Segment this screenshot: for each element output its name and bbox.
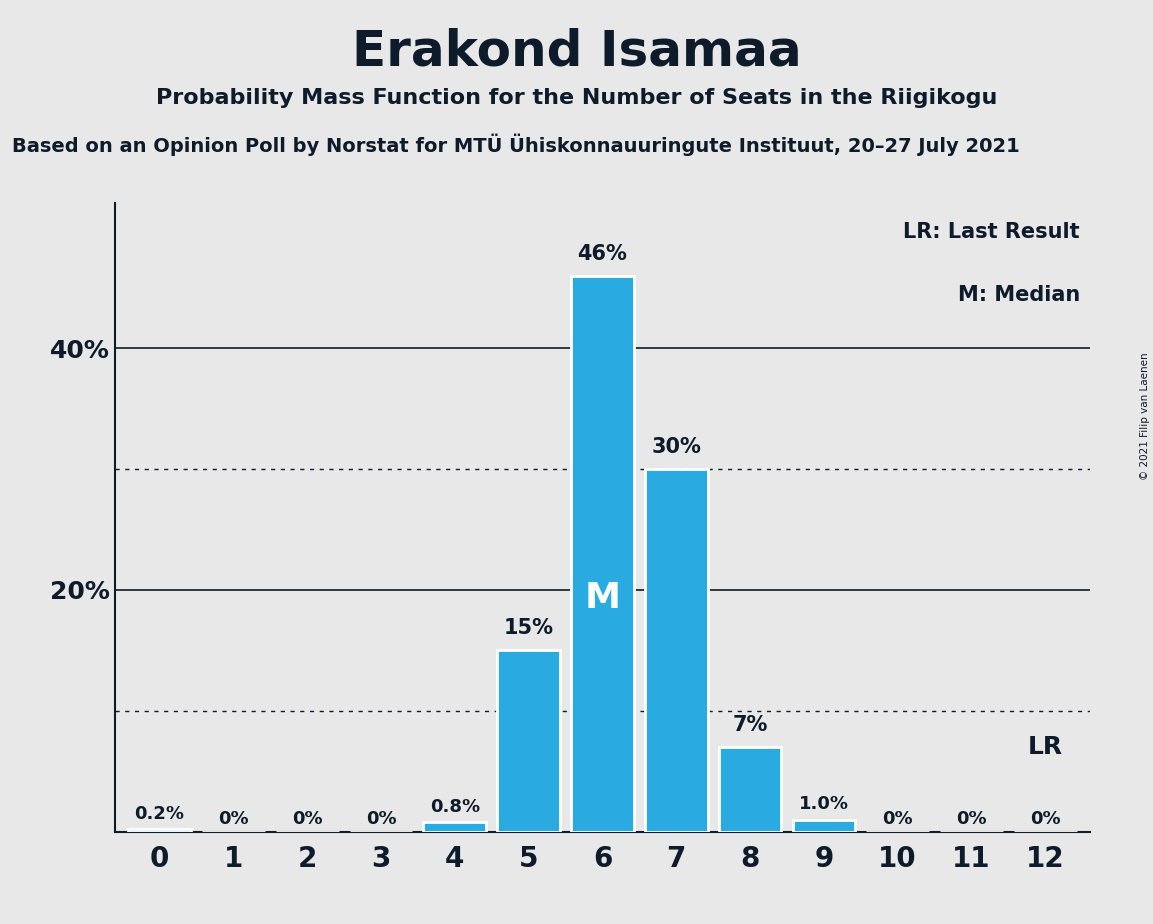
Text: Erakond Isamaa: Erakond Isamaa: [352, 28, 801, 76]
Bar: [128, 829, 191, 832]
Text: 0.2%: 0.2%: [135, 805, 184, 823]
Text: M: M: [585, 581, 620, 615]
Text: M: Median: M: Median: [958, 285, 1080, 305]
Text: 7%: 7%: [732, 715, 768, 735]
Text: 0.8%: 0.8%: [430, 798, 480, 816]
Bar: [718, 747, 782, 832]
Text: 0%: 0%: [882, 810, 913, 828]
Text: Probability Mass Function for the Number of Seats in the Riigikogu: Probability Mass Function for the Number…: [156, 88, 997, 108]
Text: © 2021 Filip van Laenen: © 2021 Filip van Laenen: [1140, 352, 1150, 480]
Bar: [792, 820, 856, 832]
Text: 0%: 0%: [1030, 810, 1061, 828]
Text: 15%: 15%: [504, 618, 553, 638]
Bar: [571, 275, 634, 832]
Text: 0%: 0%: [366, 810, 397, 828]
Text: Based on an Opinion Poll by Norstat for MTÜ Ühiskonnauuringute Instituut, 20–27 : Based on an Opinion Poll by Norstat for …: [12, 134, 1019, 156]
Text: 0%: 0%: [292, 810, 323, 828]
Text: LR: Last Result: LR: Last Result: [903, 222, 1080, 242]
Text: 46%: 46%: [578, 244, 627, 263]
Text: LR: LR: [1027, 735, 1063, 759]
Bar: [423, 822, 487, 832]
Bar: [497, 650, 560, 832]
Text: 0%: 0%: [218, 810, 249, 828]
Text: 0%: 0%: [956, 810, 987, 828]
Text: 30%: 30%: [651, 437, 701, 457]
Bar: [645, 469, 708, 832]
Text: 1.0%: 1.0%: [799, 796, 849, 813]
